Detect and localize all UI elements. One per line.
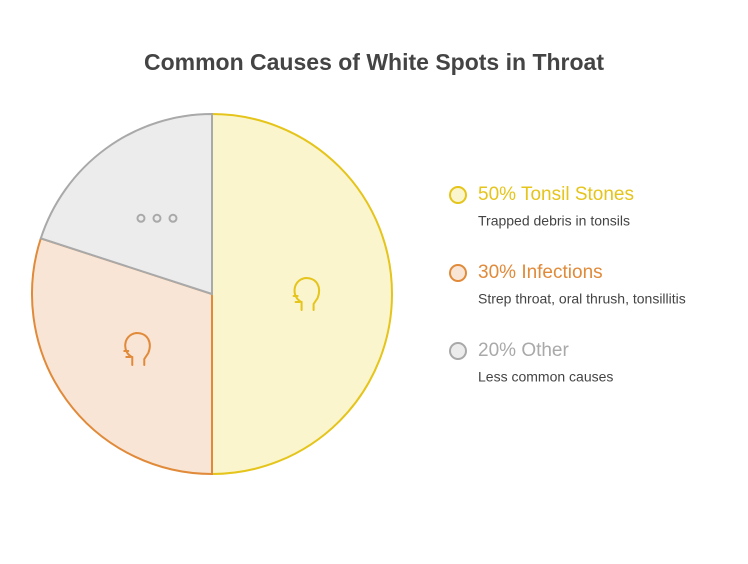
legend-marker (449, 342, 467, 360)
legend-category: Tonsil Stones (521, 184, 634, 205)
pie-slice (31, 237, 213, 476)
pie-slice (39, 112, 213, 296)
icon-head (292, 276, 321, 311)
legend-label: 50% Tonsil Stones (478, 184, 634, 205)
slice-icon (292, 276, 321, 311)
legend-label: 20% Other (478, 340, 570, 361)
chart-title: Common Causes of White Spots in Throat (144, 49, 604, 75)
icon-dot (168, 213, 178, 223)
slice-icon (136, 213, 178, 223)
legend-value: 20% (478, 340, 516, 361)
legend-description: Less common causes (478, 369, 613, 385)
slice-icon (123, 332, 151, 367)
icon-head (123, 332, 151, 367)
legend-category: Infections (521, 262, 602, 283)
legend-description: Strep throat, oral thrush, tonsillitis (478, 291, 686, 307)
icon-dot (152, 213, 162, 223)
legend-value: 50% (478, 184, 516, 205)
legend-value: 30% (478, 262, 516, 283)
legend-marker (449, 264, 467, 282)
legend-label: 30% Infections (478, 262, 603, 283)
legend-marker (449, 186, 467, 204)
pie-slice (211, 112, 393, 476)
legend-category: Other (521, 340, 569, 361)
icon-dot (136, 213, 146, 223)
legend-description: Trapped debris in tonsils (478, 213, 630, 229)
